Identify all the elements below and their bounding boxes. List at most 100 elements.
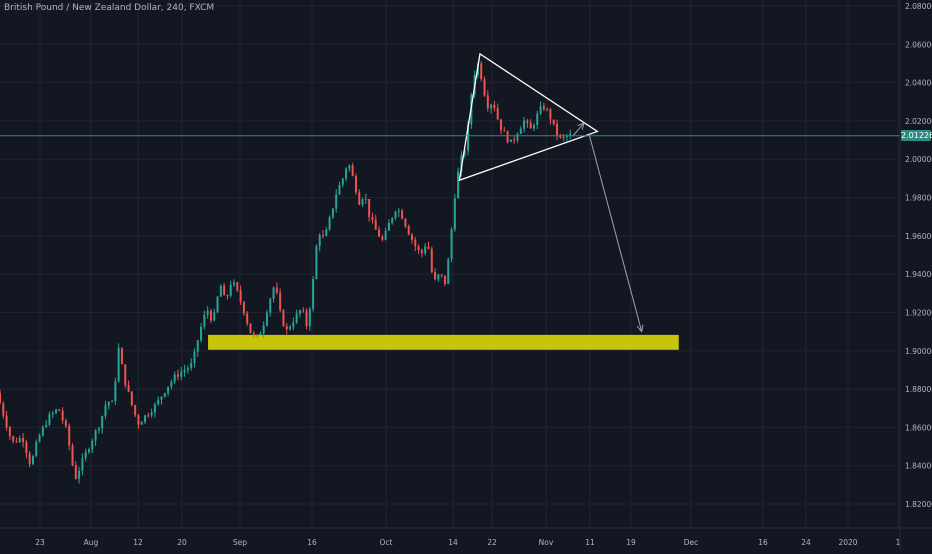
time-tick-label: 19 — [626, 538, 636, 547]
candle-body — [41, 426, 44, 436]
candle-body — [295, 313, 298, 323]
candle-body — [219, 285, 222, 297]
projection-arrow[interactable] — [588, 134, 644, 333]
candle-body — [414, 239, 417, 247]
candle-body — [101, 416, 104, 429]
candle-body — [262, 325, 265, 334]
candle-body — [308, 308, 311, 327]
candle-body — [74, 465, 77, 479]
time-tick-label: Dec — [684, 538, 699, 547]
candle-body — [420, 250, 423, 254]
candle-body — [348, 165, 351, 169]
price-tick-label: 2.06000 — [905, 40, 932, 49]
candle-body — [196, 340, 199, 352]
candle-body — [536, 113, 539, 125]
candle-body — [305, 311, 308, 327]
candle-body — [437, 274, 440, 280]
triangle-pattern[interactable] — [458, 52, 599, 182]
candles-layer — [0, 61, 572, 484]
candle-body — [519, 128, 522, 134]
price-tick-label: 2.08000 — [905, 2, 932, 11]
price-tick-label: 2.04000 — [905, 79, 932, 88]
candle-body — [467, 124, 470, 151]
candle-body — [97, 428, 100, 431]
time-tick-label: 23 — [35, 538, 45, 547]
candle-body — [341, 178, 344, 185]
candle-body — [213, 312, 216, 321]
candle-body — [94, 430, 97, 441]
price-axis[interactable]: 2.08000 2.06000 2.04000 2.02000 2.00000 1.980… — [905, 2, 932, 509]
candle-body — [460, 155, 463, 172]
candle-body — [269, 298, 272, 313]
candle-body — [170, 381, 173, 387]
candle-body — [358, 192, 361, 205]
candle-body — [124, 364, 127, 386]
candle-body — [48, 414, 51, 425]
price-tick-label: 1.88000 — [905, 385, 932, 394]
candle-body — [2, 403, 5, 416]
candle-body — [331, 208, 334, 218]
candle-body — [223, 285, 226, 296]
candle-body — [440, 274, 443, 276]
candle-body — [236, 282, 239, 291]
candle-body — [443, 275, 446, 284]
candle-body — [200, 326, 203, 341]
candle-body — [242, 301, 245, 314]
time-axis[interactable]: 23 Aug 12 20 Sep 16 Oct 14 22 Nov 11 19 Dec 16 24 2020 1 — [35, 538, 900, 547]
candle-body — [183, 369, 186, 372]
candle-body — [427, 246, 430, 249]
support-zone[interactable] — [208, 334, 679, 350]
candle-body — [163, 393, 166, 397]
candle-body — [180, 371, 183, 377]
candle-body — [114, 381, 117, 402]
time-tick-label: 22 — [487, 538, 497, 547]
price-tick-label: 2.00000 — [905, 155, 932, 164]
candle-body — [137, 415, 140, 425]
candle-body — [556, 124, 559, 135]
candle-body — [368, 199, 371, 218]
small-up-arrow-head — [577, 121, 585, 130]
price-tick-label: 1.90000 — [905, 347, 932, 356]
small-up-arrow[interactable] — [572, 121, 585, 137]
candle-body — [354, 175, 357, 193]
time-tick-label: 24 — [801, 538, 811, 547]
candle-body — [130, 391, 133, 406]
candle-body — [450, 229, 453, 260]
candle-body — [417, 246, 420, 251]
candle-body — [516, 133, 519, 141]
candle-body — [147, 415, 150, 417]
time-tick-label: 2020 — [838, 538, 857, 547]
candle-body — [532, 124, 535, 129]
candle-body — [209, 310, 212, 321]
candle-body — [447, 259, 450, 284]
candle-body — [523, 120, 526, 129]
candle-body — [381, 236, 384, 240]
candle-body — [87, 449, 90, 453]
candle-body — [58, 409, 61, 411]
candle-body — [216, 296, 219, 313]
candle-body — [256, 334, 259, 336]
candle-body — [565, 135, 568, 137]
candle-body — [190, 363, 193, 368]
candle-body — [397, 210, 400, 212]
horizontal-grid — [0, 5, 900, 505]
candle-body — [153, 404, 156, 413]
time-tick-label: Nov — [539, 538, 554, 547]
candle-body — [387, 222, 390, 231]
candle-body — [483, 79, 486, 96]
candle-body — [68, 425, 71, 446]
candle-body — [193, 351, 196, 364]
candle-body — [249, 323, 252, 334]
candle-body — [509, 139, 512, 143]
candle-body — [15, 441, 18, 443]
candle-body — [0, 392, 1, 404]
candle-body — [91, 440, 94, 450]
candle-body — [493, 104, 496, 109]
candle-body — [64, 420, 67, 426]
candle-body — [38, 435, 41, 442]
candle-body — [28, 453, 31, 465]
candle-body — [12, 435, 15, 442]
